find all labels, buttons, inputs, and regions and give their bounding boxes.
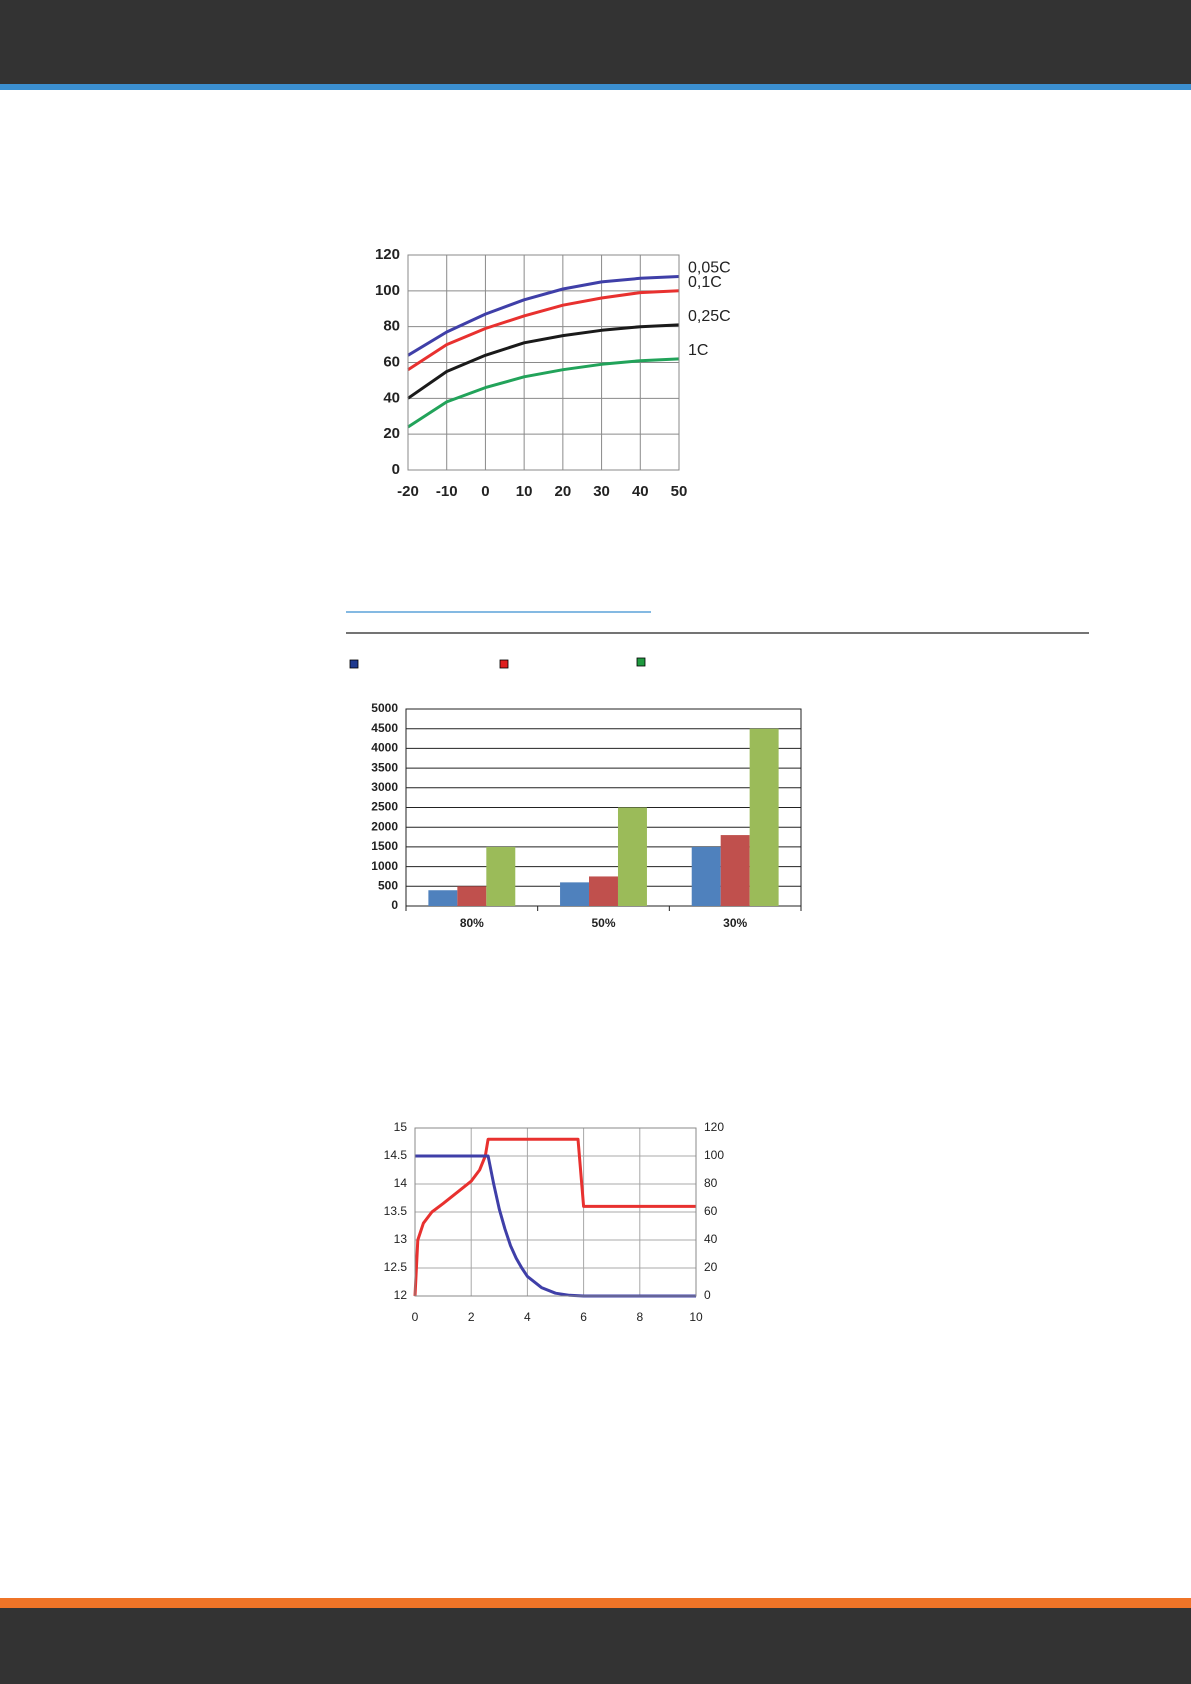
y-tick-label: 0 <box>391 898 398 912</box>
y-tick-label: 12 <box>394 1288 408 1302</box>
y2-tick-label: 20 <box>704 1260 718 1274</box>
series-label: 1C <box>688 342 708 359</box>
x-tick-label: 30 <box>593 483 610 500</box>
bar <box>589 876 618 906</box>
footer-bar <box>0 1608 1191 1684</box>
y2-tick-label: 0 <box>704 1288 711 1302</box>
series-label: 0,1C <box>688 274 722 291</box>
x-tick-label: 6 <box>580 1310 587 1324</box>
footer-accent <box>0 1598 1191 1608</box>
x-tick-label: 8 <box>636 1310 643 1324</box>
x-tick-label: 50 <box>671 483 688 500</box>
bar <box>457 886 487 906</box>
x-tick-label: 20 <box>555 483 572 500</box>
y-tick-label: 2500 <box>371 800 398 814</box>
y2-tick-label: 80 <box>704 1176 718 1190</box>
y-tick-label: 2000 <box>371 819 398 833</box>
y-tick-label: 5000 <box>371 701 398 715</box>
x-tick-label: 10 <box>516 483 533 500</box>
header-bar <box>0 0 1191 84</box>
legend-swatch <box>636 657 646 667</box>
plot-frame <box>407 254 680 471</box>
y-tick-label: 4500 <box>371 721 398 735</box>
y-tick-label: 13 <box>394 1232 408 1246</box>
series-label: 0,05C <box>688 260 731 277</box>
bar <box>720 835 750 906</box>
series-line <box>407 323 680 400</box>
x-tick-label: -20 <box>397 483 419 500</box>
legend-swatch <box>349 659 359 669</box>
y-tick-label: 1500 <box>371 839 398 853</box>
x-tick-label: -10 <box>436 483 458 500</box>
y-tick-label: 13.5 <box>384 1204 408 1218</box>
legend-swatch <box>499 659 509 669</box>
x-tick-label: 80% <box>460 916 484 930</box>
y2-tick-label: 120 <box>704 1120 724 1134</box>
y-tick-label: 14.5 <box>384 1148 408 1162</box>
x-tick-label: 40 <box>632 483 649 500</box>
header-accent <box>0 84 1191 90</box>
y-tick-label: 3500 <box>371 760 398 774</box>
bar <box>691 846 721 906</box>
series-line <box>407 275 680 357</box>
y-tick-label: 3000 <box>371 780 398 794</box>
y-tick-label: 120 <box>375 246 400 263</box>
series-label: 0,25C <box>688 308 731 325</box>
bar <box>617 807 647 906</box>
x-tick-label: 0 <box>412 1310 419 1324</box>
y-tick-label: 14 <box>394 1176 408 1190</box>
x-tick-label: 0 <box>481 483 489 500</box>
series-line <box>407 357 680 429</box>
x-tick-label: 4 <box>524 1310 531 1324</box>
bar <box>486 846 516 906</box>
y2-tick-label: 40 <box>704 1232 718 1246</box>
y-tick-label: 12.5 <box>384 1260 408 1274</box>
bar <box>428 890 458 906</box>
y-tick-label: 60 <box>383 353 400 370</box>
y2-tick-label: 60 <box>704 1204 718 1218</box>
y-tick-label: 100 <box>375 282 400 299</box>
y-tick-label: 20 <box>383 425 400 442</box>
y-tick-label: 4000 <box>371 741 398 755</box>
bar <box>749 728 779 906</box>
y-tick-label: 500 <box>378 878 398 892</box>
y-tick-label: 1000 <box>371 859 398 873</box>
x-tick-label: 10 <box>689 1310 703 1324</box>
x-tick-label: 2 <box>468 1310 475 1324</box>
bar <box>560 882 590 906</box>
y-tick-label: 0 <box>392 461 400 478</box>
series-line <box>413 1137 696 1297</box>
x-tick-label: 30% <box>723 916 747 930</box>
series-line <box>415 1154 696 1298</box>
y-tick-label: 15 <box>394 1120 408 1134</box>
y2-tick-label: 100 <box>704 1148 724 1162</box>
x-tick-label: 50% <box>591 916 615 930</box>
y-tick-label: 80 <box>383 318 400 335</box>
plot-frame <box>414 1127 697 1297</box>
y-tick-label: 40 <box>383 389 400 406</box>
series-line <box>407 289 680 371</box>
